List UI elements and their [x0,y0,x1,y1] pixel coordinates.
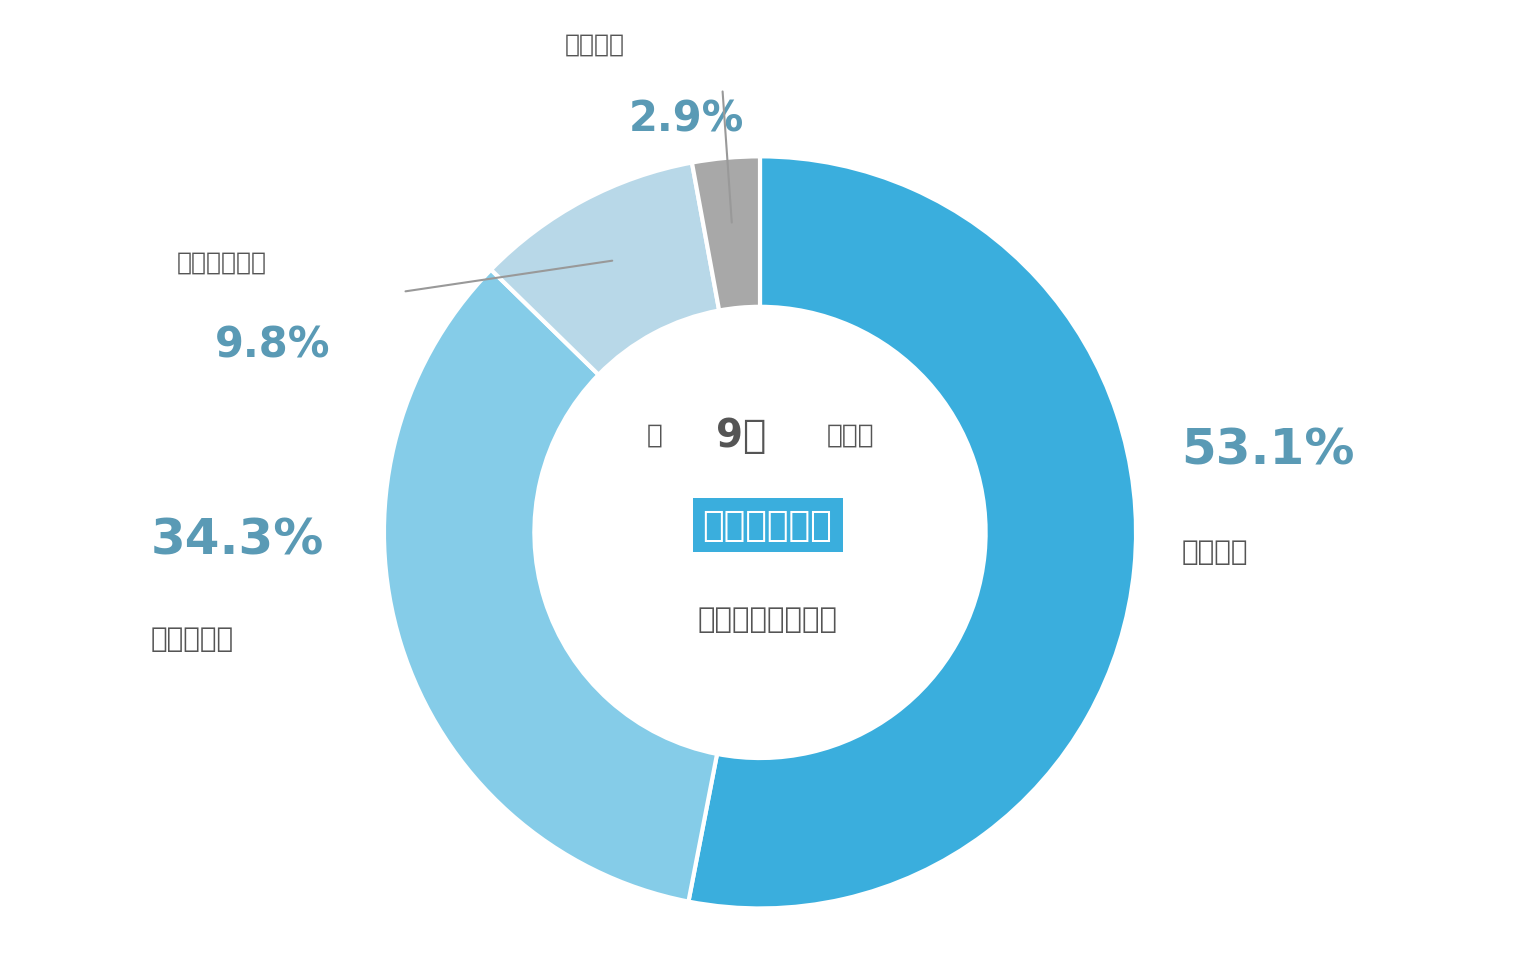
Text: よくある: よくある [1181,537,1248,566]
Text: 34.3%: 34.3% [150,517,324,564]
Text: 53.1%: 53.1% [1181,426,1354,475]
Wedge shape [491,163,719,375]
Text: ほとんどない: ほとんどない [178,251,268,274]
Text: 自宅内の乾燥: 自宅内の乾燥 [702,508,833,542]
Wedge shape [692,157,760,312]
Text: が気になっている: が気になっている [698,605,838,633]
Text: 9割: 9割 [716,416,766,455]
Text: 2.9%: 2.9% [628,99,743,141]
Wedge shape [689,157,1135,908]
Text: 約: 約 [648,422,663,448]
Text: 9.8%: 9.8% [214,324,330,366]
Wedge shape [385,271,717,902]
Text: の人が: の人が [827,422,874,448]
Text: 全くない: 全くない [564,32,625,56]
Text: たまにある: たまにある [150,624,234,652]
